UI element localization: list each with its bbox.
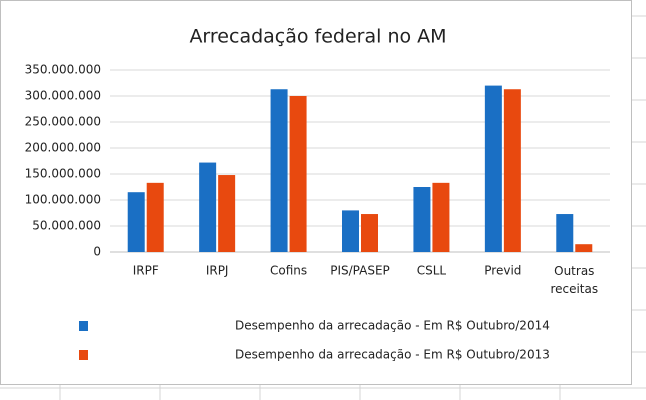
y-tick-label: 250.000.000: [25, 115, 101, 129]
legend-label: Desempenho da arrecadação - Em R$ Outubr…: [235, 348, 550, 362]
x-tick-label: Outras receitas: [550, 264, 598, 296]
y-tick-label: 300.000.000: [25, 89, 101, 103]
bar: [127, 192, 145, 252]
bar: [484, 85, 502, 252]
x-tick-label: IRPF: [133, 264, 159, 278]
legend-label: Desempenho da arrecadação - Em R$ Outubr…: [235, 319, 550, 333]
legend-marker: [79, 350, 88, 360]
chart-area: [0, 0, 632, 385]
bar: [342, 210, 359, 252]
chart-title: Arrecadação federal no AM: [189, 26, 446, 48]
y-tick-label: 50.000.000: [32, 219, 101, 233]
bar: [289, 96, 307, 252]
x-tick-label: Previd: [484, 264, 521, 278]
bar: [218, 175, 236, 252]
bar: [146, 182, 164, 252]
bar: [432, 182, 450, 252]
y-tick-label: 200.000.000: [25, 141, 101, 155]
bar: [503, 89, 521, 253]
x-tick-label: PIS/PASEP: [330, 264, 390, 278]
y-tick-label: 350.000.000: [25, 63, 101, 77]
bar: [361, 214, 378, 252]
bar: [199, 162, 217, 252]
bar: [575, 244, 593, 252]
y-tick-label: 0: [93, 245, 101, 259]
bar: [413, 187, 431, 252]
y-tick-label: 150.000.000: [25, 167, 101, 181]
x-tick-label: Cofins: [270, 264, 307, 278]
y-tick-label: 100.000.000: [25, 193, 101, 207]
x-tick-label: CSLL: [417, 264, 447, 278]
sheet-background: [0, 15, 646, 400]
bar: [556, 214, 574, 252]
legend-marker: [79, 321, 88, 331]
x-tick-label: IRPJ: [206, 264, 229, 278]
bar: [270, 89, 288, 253]
